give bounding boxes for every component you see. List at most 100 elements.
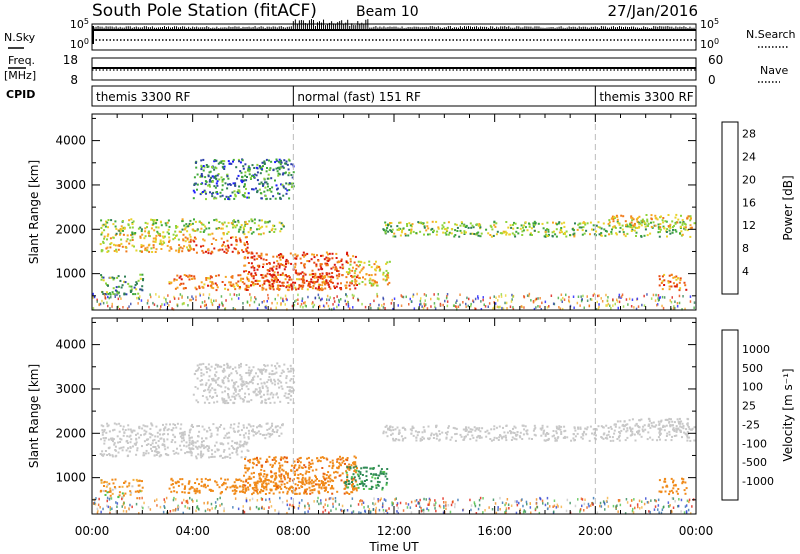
- echo-cell: [244, 288, 247, 291]
- echo-cell: [261, 288, 264, 291]
- echo-cell: [625, 224, 627, 227]
- echo-cell: [622, 231, 625, 234]
- echo-cell: [262, 481, 265, 484]
- echo-cell: [187, 249, 190, 252]
- echo-cell: [172, 308, 175, 311]
- echo-cell: [283, 264, 286, 267]
- echo-cell: [233, 219, 235, 222]
- echo-cell: [206, 484, 209, 487]
- echo-cell: [627, 303, 629, 306]
- echo-cell: [228, 436, 231, 439]
- echo-cell: [311, 491, 314, 494]
- echo-cell: [597, 425, 600, 428]
- echo-cell: [215, 289, 218, 292]
- echo-cell: [626, 436, 629, 439]
- echo-cell: [313, 261, 316, 264]
- echo-cell: [664, 439, 667, 442]
- echo-cell: [232, 283, 235, 286]
- echo-cell: [274, 365, 277, 368]
- echo-cell: [205, 382, 208, 385]
- echo-cell: [181, 218, 184, 221]
- echo-cell: [214, 186, 217, 189]
- echo-cell: [357, 486, 360, 489]
- echo-cell: [218, 303, 221, 307]
- echo-cell: [271, 424, 273, 427]
- echo-cell: [292, 281, 295, 284]
- echo-cell: [213, 455, 216, 458]
- echo-cell: [675, 434, 678, 437]
- echo-cell: [108, 447, 111, 450]
- echo-cell: [352, 473, 355, 476]
- echo-cell: [476, 223, 479, 226]
- echo-cell: [194, 441, 197, 444]
- echo-cell: [214, 159, 217, 162]
- echo-cell: [200, 166, 203, 169]
- echo-cell: [154, 251, 157, 253]
- echo-cell: [453, 304, 455, 307]
- echo-cell: [130, 302, 132, 306]
- echo-cell: [296, 273, 299, 276]
- echo-cell: [447, 426, 450, 429]
- echo-cell: [277, 293, 279, 297]
- echo-cell: [243, 491, 246, 494]
- echo-cell: [215, 394, 218, 397]
- echo-cell: [274, 161, 277, 164]
- echo-cell: [683, 281, 686, 284]
- echo-cell: [328, 307, 331, 311]
- echo-cell: [215, 426, 218, 429]
- echo-cell: [693, 426, 696, 429]
- echo-cell: [364, 305, 367, 309]
- echo-cell: [486, 429, 489, 432]
- echo-cell: [338, 300, 340, 303]
- echo-cell: [156, 431, 159, 434]
- echo-cell: [551, 231, 554, 234]
- echo-cell: [676, 283, 679, 286]
- echo-cell: [196, 487, 199, 490]
- echo-cell: [352, 483, 354, 485]
- echo-cell: [278, 264, 281, 267]
- cpid-segment-label: normal (fast) 151 RF: [297, 90, 421, 104]
- echo-cell: [102, 489, 105, 492]
- echo-cell: [345, 483, 348, 486]
- echo-cell: [553, 434, 555, 437]
- echo-cell: [664, 480, 667, 483]
- echo-cell: [106, 246, 109, 249]
- echo-cell: [382, 271, 385, 274]
- echo-cell: [383, 302, 385, 306]
- echo-cell: [611, 228, 613, 231]
- echo-cell: [258, 219, 261, 222]
- echo-cell: [268, 435, 271, 438]
- echo-cell: [605, 434, 608, 437]
- echo-cell: [122, 306, 124, 309]
- echo-cell: [319, 298, 322, 302]
- echo-cell: [123, 227, 126, 230]
- echo-cell: [640, 235, 643, 238]
- echo-cell: [470, 430, 473, 433]
- echo-cell: [450, 228, 453, 231]
- echo-cell: [473, 426, 476, 429]
- echo-cell: [463, 230, 466, 233]
- echo-cell: [428, 438, 430, 441]
- echo-cell: [282, 297, 284, 301]
- echo-cell: [345, 284, 348, 287]
- echo-cell: [126, 307, 129, 310]
- echo-cell: [502, 435, 505, 438]
- echo-cell: [184, 236, 187, 239]
- echo-cell: [615, 423, 617, 426]
- echo-cell: [230, 372, 233, 375]
- echo-cell: [271, 269, 274, 272]
- echo-cell: [281, 274, 284, 276]
- echo-cell: [104, 225, 107, 228]
- echo-cell: [278, 166, 281, 169]
- echo-cell: [212, 377, 215, 380]
- echo-cell: [445, 233, 448, 236]
- echo-cell: [331, 459, 334, 462]
- echo-cell: [247, 273, 250, 275]
- echo-cell: [475, 233, 478, 236]
- echo-cell: [479, 224, 482, 227]
- echo-cell: [645, 214, 648, 216]
- echo-cell: [242, 277, 245, 280]
- echo-cell: [114, 244, 117, 247]
- echo-cell: [198, 491, 201, 494]
- echo-cell: [303, 272, 306, 275]
